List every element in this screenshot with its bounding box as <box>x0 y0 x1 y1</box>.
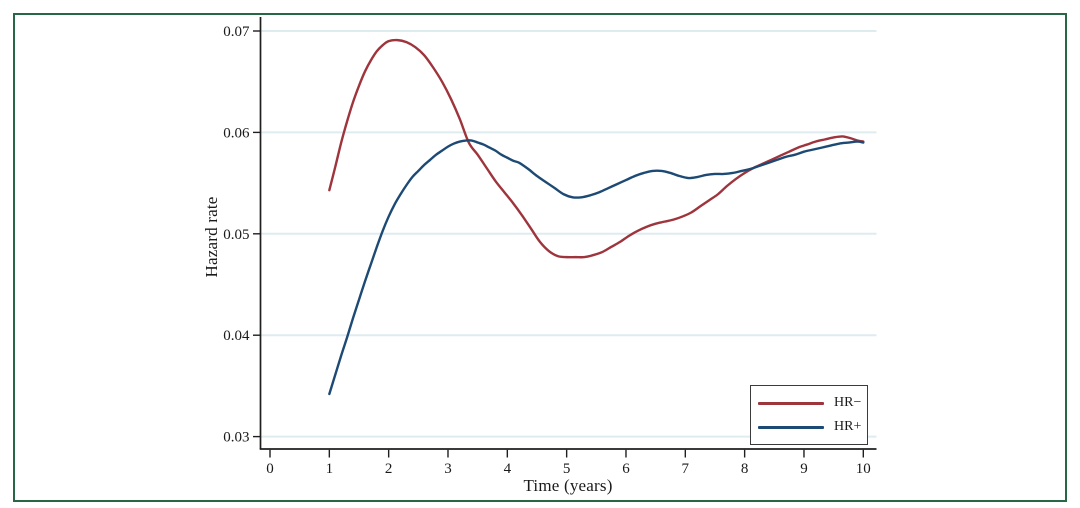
y-tick-label-0.06: 0.06 <box>223 125 250 141</box>
y-tick-label-0.03: 0.03 <box>223 430 249 446</box>
x-tick-label-5: 5 <box>563 461 571 477</box>
y-tick-label-0.04: 0.04 <box>223 328 250 344</box>
series-line-hr-minus <box>328 38 865 259</box>
x-tick-label-4: 4 <box>504 461 512 477</box>
legend-item-hr-plus: HR+ <box>751 420 867 434</box>
x-axis-title: Time (years) <box>523 476 613 495</box>
x-tick-label-6: 6 <box>622 461 630 477</box>
figure-border <box>13 13 1067 502</box>
y-tick-label-0.07: 0.07 <box>223 24 250 40</box>
x-tick-label-0: 0 <box>266 461 274 477</box>
x-tick-label-2: 2 <box>385 461 393 477</box>
legend: HR− HR+ <box>750 385 868 445</box>
legend-line-hr-plus-swatch <box>758 425 824 429</box>
x-tick-label-7: 7 <box>682 461 690 477</box>
x-tick-label-10: 10 <box>856 461 871 477</box>
series-line-hr-plus <box>328 139 865 396</box>
x-tick-label-9: 9 <box>800 461 808 477</box>
x-tick-label-1: 1 <box>326 461 334 477</box>
y-axis-title: Hazard rate <box>202 196 221 278</box>
legend-item-hr-minus: HR− <box>751 396 867 410</box>
x-tick-label-8: 8 <box>741 461 749 477</box>
y-tick-label-0.05: 0.05 <box>223 227 249 243</box>
legend-label-hr-plus: HR+ <box>834 419 862 434</box>
legend-line-hr-minus-swatch <box>758 401 824 405</box>
legend-label-hr-minus: HR− <box>834 395 862 410</box>
x-tick-label-3: 3 <box>444 461 452 477</box>
